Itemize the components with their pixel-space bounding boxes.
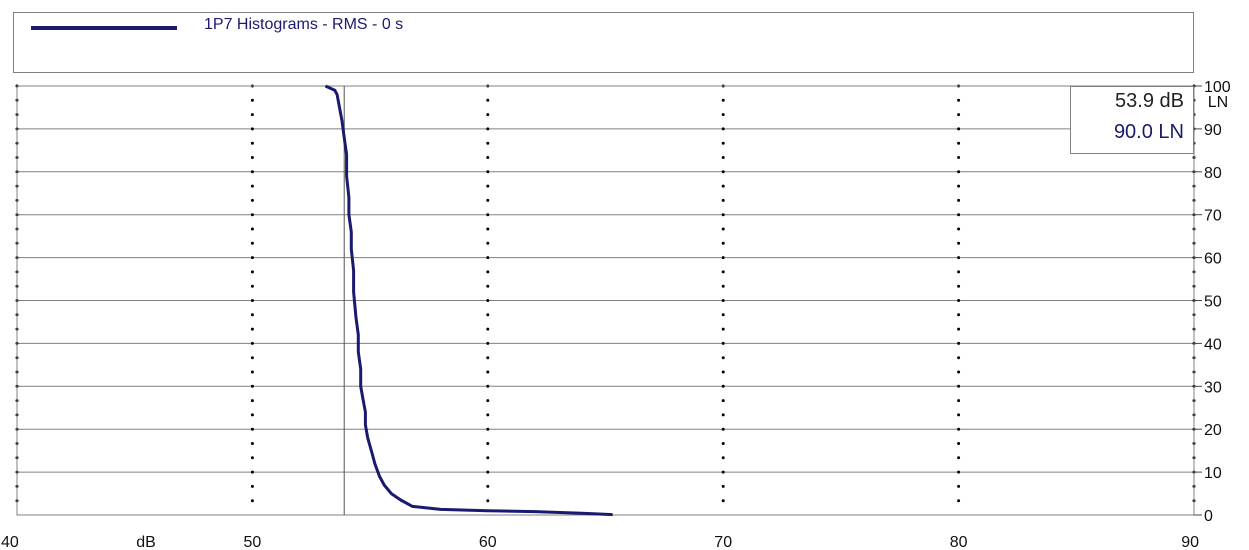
y-tick-label: 80 xyxy=(1204,165,1222,182)
y-tick-label: 10 xyxy=(1204,465,1222,482)
x-tick-labels: 40 50 60 70 80 90 xyxy=(1,534,1199,550)
x-tick-label: 70 xyxy=(714,534,732,550)
x-tick-label: 90 xyxy=(1181,534,1199,550)
cursor-readout: 53.9 dB 90.0 LN xyxy=(1070,86,1194,154)
y-tick-label: 30 xyxy=(1204,379,1222,396)
legend-label: 1P7 Histograms - RMS - 0 s xyxy=(204,16,404,33)
legend-swatch-line xyxy=(31,26,177,30)
y-tick-label: 40 xyxy=(1204,336,1222,353)
y-tick-labels: 0 10 20 30 40 50 60 70 80 90 100 xyxy=(1204,79,1231,525)
x-tick-label: 80 xyxy=(950,534,968,550)
y-tick-label: 90 xyxy=(1204,122,1222,139)
y-tick-label: 60 xyxy=(1204,251,1222,268)
legend: 1P7 Histograms - RMS - 0 s xyxy=(13,12,1194,73)
x-tick-label: 40 xyxy=(1,534,19,550)
y-tick-label: 0 xyxy=(1204,508,1213,525)
y-tick-label: 100 xyxy=(1204,79,1231,96)
y-tick-marks xyxy=(1194,85,1202,516)
y-tick-label: 20 xyxy=(1204,422,1222,439)
y-axis-unit-label: LN xyxy=(1208,94,1228,111)
readout-ln-value: 90.0 LN xyxy=(1113,121,1184,143)
series-line xyxy=(324,84,613,517)
x-axis-unit-label: dB xyxy=(136,534,156,550)
x-tick-label: 60 xyxy=(479,534,497,550)
readout-db-value: 53.9 dB xyxy=(1115,90,1184,112)
horizontal-grid xyxy=(17,85,1194,516)
y-tick-label: 50 xyxy=(1204,294,1222,311)
x-tick-label: 50 xyxy=(244,534,262,550)
y-tick-label: 70 xyxy=(1204,208,1222,225)
